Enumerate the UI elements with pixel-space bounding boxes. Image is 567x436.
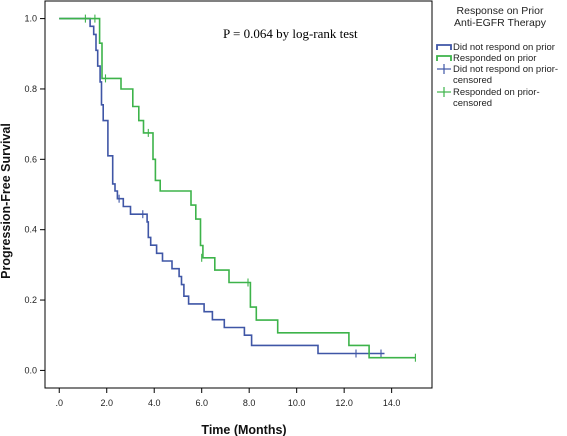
x-tick-label: 14.0 — [383, 398, 401, 408]
legend-label-4: Responded on prior- — [453, 87, 540, 98]
series-line-1 — [59, 17, 385, 355]
x-tick-label: .0 — [55, 398, 63, 408]
y-tick-label: 0.0 — [24, 365, 37, 375]
legend-title: Response on Prior — [457, 5, 544, 17]
x-tick-label: 10.0 — [288, 398, 306, 408]
legend-swatch-2 — [436, 55, 452, 61]
annotation-text: P = 0.064 by log-rank test — [223, 26, 358, 41]
legend-label-3: censored — [453, 75, 492, 86]
x-tick-label: 12.0 — [335, 398, 353, 408]
series-line-2 — [59, 17, 416, 359]
legend-label-3: Did not respond on prior- — [453, 64, 558, 75]
legend-swatch-1 — [436, 44, 452, 50]
legend-label-2: Responded on prior — [453, 53, 536, 64]
x-tick-label: 6.0 — [195, 398, 208, 408]
series-layer — [59, 14, 416, 362]
x-tick-label: 2.0 — [100, 398, 113, 408]
y-tick-label: 1.0 — [24, 14, 37, 24]
plot-frame — [44, 0, 433, 389]
x-axis-title: Time (Months) — [201, 423, 286, 436]
x-axis: .0 2.0 4.0 6.0 8.0 10.0 12.0 14.0 — [55, 388, 400, 408]
x-tick-label: 8.0 — [243, 398, 256, 408]
y-tick-label: 0.4 — [24, 225, 37, 235]
legend-title: Anti-EGFR Therapy — [454, 17, 547, 29]
x-tick-label: 4.0 — [148, 398, 161, 408]
y-axis: 0.0 0.2 0.4 0.6 0.8 1.0 — [24, 14, 45, 375]
y-axis-title: Progression-Free Survival — [0, 123, 13, 279]
legend-label-4: censored — [453, 98, 492, 109]
y-tick-label: 0.2 — [24, 295, 37, 305]
y-tick-label: 0.6 — [24, 154, 37, 164]
y-tick-label: 0.8 — [24, 84, 37, 94]
legend-label-1: Did not respond on prior — [453, 42, 555, 53]
